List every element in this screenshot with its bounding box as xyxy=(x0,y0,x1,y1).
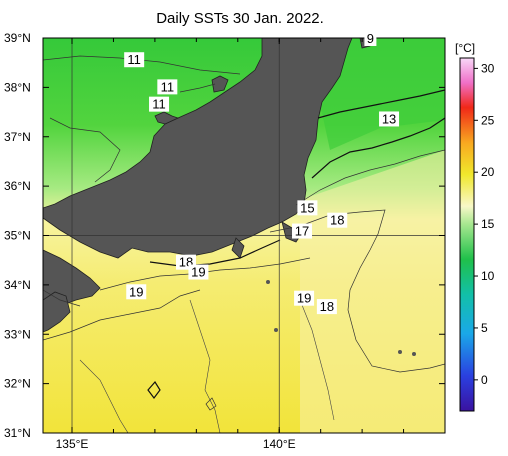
contour-label: 13 xyxy=(382,111,396,126)
contour-label-bg xyxy=(364,30,377,46)
lat-tick-label: 32°N xyxy=(4,377,31,391)
contour-label: 11 xyxy=(161,79,175,94)
colorbar-tick-label: 25 xyxy=(481,113,495,127)
contour-label-bg xyxy=(126,284,147,300)
contour-label: 15 xyxy=(300,200,314,215)
colorbar-tick-label: 30 xyxy=(481,61,495,75)
colorbar-tick-label: 0 xyxy=(481,373,488,387)
contour-label: 18 xyxy=(330,213,344,228)
contour-label-bg xyxy=(124,52,145,68)
contour-label-bg xyxy=(316,299,337,315)
isotherm-line xyxy=(43,289,81,307)
isotherm-line xyxy=(43,289,201,341)
isotherm-line xyxy=(49,117,121,183)
colorbar-tick-label: 5 xyxy=(481,321,488,335)
land-noto xyxy=(154,111,180,125)
land-sado xyxy=(211,75,229,93)
lat-tick-label: 35°N xyxy=(4,229,31,243)
isotherm-line xyxy=(189,299,221,433)
colorbar xyxy=(459,57,475,412)
lat-tick-label: 34°N xyxy=(4,278,31,292)
colorbar-tick-label: 15 xyxy=(481,217,495,231)
lat-tick-label: 36°N xyxy=(4,179,31,193)
colorbar-ticks: 30 25 20 15 10 5 0 xyxy=(474,61,495,387)
lon-tick-label: 135°E xyxy=(56,437,89,451)
isotherm-line xyxy=(79,359,129,433)
contour-label-bg xyxy=(294,290,315,306)
island-miyake xyxy=(274,328,278,332)
colorbar-tick-label: 20 xyxy=(481,165,495,179)
isotherm-line xyxy=(179,83,216,93)
colorbar-unit: [°C] xyxy=(455,41,475,55)
contour-label-bg xyxy=(149,96,170,112)
lon-tick-label: 140°E xyxy=(263,437,296,451)
lat-tick-label: 31°N xyxy=(4,426,31,440)
isotherm-line xyxy=(317,89,445,119)
colorbar-tick-label: 10 xyxy=(481,269,495,283)
isotherm-line xyxy=(299,299,335,421)
contour-label: 19 xyxy=(297,291,311,306)
contour-label-bg xyxy=(379,111,400,127)
graticule xyxy=(43,38,445,433)
lat-tick-label: 33°N xyxy=(4,327,31,341)
isotherm-line xyxy=(311,117,445,179)
contour-label: 11 xyxy=(152,97,166,112)
contour-label: 18 xyxy=(320,299,334,314)
isotherm-line xyxy=(295,149,445,206)
island-hachijo xyxy=(398,350,402,354)
island-aogashima xyxy=(412,352,416,356)
lat-tick-label: 39°N xyxy=(4,31,31,45)
contour-label-bg xyxy=(297,200,318,216)
contour-label: 19 xyxy=(191,265,205,280)
isotherm-line xyxy=(149,239,281,267)
contour-label-bg xyxy=(292,223,313,239)
isotherm-loop xyxy=(147,380,161,399)
latitude-ticks: 39°N 38°N 37°N 36°N 35°N 34°N 33°N 32°N 31°N xyxy=(4,31,445,440)
contour-label: 17 xyxy=(295,224,309,239)
contour-label-bg xyxy=(188,264,209,280)
lat-tick-label: 38°N xyxy=(4,80,31,94)
map-title: Daily SSTs 30 Jan. 2022. xyxy=(156,10,324,27)
isotherm-loop xyxy=(205,397,217,411)
land-shikoku xyxy=(43,291,71,333)
contour-label-bg xyxy=(157,79,178,95)
lat-tick-label: 37°N xyxy=(4,130,31,144)
longitude-ticks: 135°E 140°E xyxy=(56,38,446,451)
contour-label: 11 xyxy=(127,52,141,67)
contour-label: 9 xyxy=(367,31,374,46)
land-honshu xyxy=(43,38,353,259)
island-oshima xyxy=(266,280,270,284)
cool-water-zone xyxy=(310,38,445,150)
contour-label-bg xyxy=(327,212,348,228)
contour-label: 19 xyxy=(129,284,143,299)
